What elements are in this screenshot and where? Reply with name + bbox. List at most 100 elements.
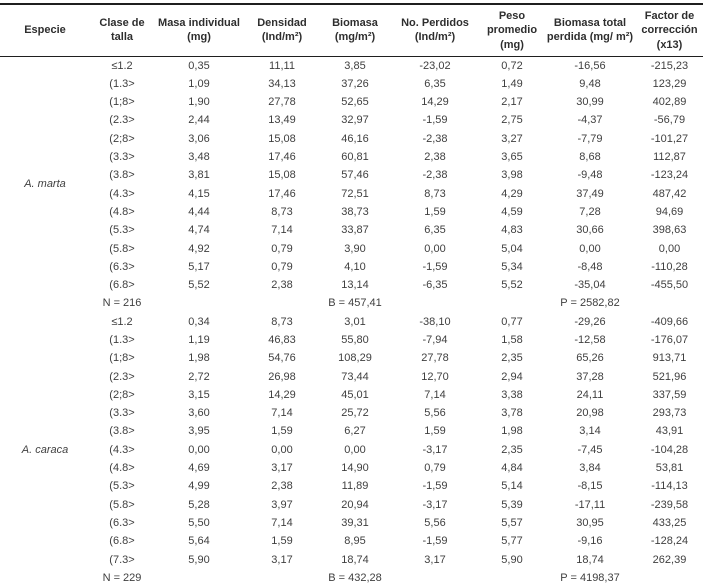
size-class-cell: (3.8> (109, 169, 135, 182)
value-cell: -29,26 (574, 315, 606, 328)
species-label: A. marta (24, 178, 66, 191)
value-cell: 1,49 (501, 77, 523, 90)
value-cell: 3,27 (501, 132, 523, 145)
value-cell: 7,14 (271, 224, 293, 237)
table-header: Especie Clase de talla Masa individual (… (0, 2, 703, 57)
value-cell: 7,28 (579, 205, 601, 218)
header-row: Especie Clase de talla Masa individual (… (0, 2, 703, 57)
value-cell: 3,95 (188, 425, 210, 438)
value-cell: 3,65 (501, 151, 523, 164)
value-cell: 5,90 (501, 553, 523, 566)
table-row: (4.3> 0,00 0,00 0,00 -3,17 2,35 -7,45 -104,28 (0, 441, 703, 459)
value-cell: -9,48 (577, 169, 603, 182)
value-cell: 37,28 (576, 370, 604, 383)
table-row: (6.3> 5,17 0,79 4,10 -1,59 5,34 -8,48 -110,28 (0, 258, 703, 276)
table-row: (3.8> 3,81 15,08 57,46 -2,38 3,98 -9,48 -123,24 (0, 167, 703, 185)
value-cell: 913,71 (652, 352, 687, 365)
value-cell: -114,13 (651, 480, 688, 493)
value-cell: 4,84 (501, 462, 523, 475)
size-class-cell: (2.3> (109, 114, 135, 127)
value-cell: 5,39 (501, 498, 523, 511)
value-cell: 7,14 (271, 407, 293, 420)
value-cell: 1,59 (424, 425, 446, 438)
table-row: (7.3> 5,90 3,17 18,74 3,17 5,90 18,74 262,39 (0, 551, 703, 569)
value-cell: 2,94 (501, 370, 523, 383)
value-cell: 5,77 (501, 535, 523, 548)
col-header-clase-de-talla: Clase de talla (90, 2, 154, 57)
summary-p: P = 4198,37 (544, 569, 636, 586)
value-cell: -1,59 (422, 114, 448, 127)
value-cell: 3,81 (188, 169, 210, 182)
value-cell: 33,87 (341, 224, 369, 237)
value-cell: -8,15 (577, 480, 603, 493)
value-cell: 293,73 (652, 407, 687, 420)
value-cell: 7,14 (424, 388, 446, 401)
value-cell: 14,29 (268, 388, 296, 401)
size-class-cell: (6.3> (109, 516, 135, 529)
value-cell: 12,70 (421, 370, 449, 383)
value-cell: 3,17 (271, 462, 293, 475)
value-cell: -1,59 (422, 480, 448, 493)
value-cell: 108,29 (338, 352, 372, 365)
summary-n: N = 229 (90, 569, 154, 586)
empty-cell (244, 295, 320, 313)
value-cell: 0,35 (188, 59, 210, 72)
size-class-cell: (4.8> (109, 205, 135, 218)
value-cell: 18,74 (341, 553, 369, 566)
size-class-cell: (3.3> (109, 407, 135, 420)
size-class-cell: (1;8> (109, 96, 135, 109)
value-cell: -9,16 (577, 535, 603, 548)
value-cell: -239,58 (650, 498, 689, 511)
size-class-cell: (4.3> (109, 443, 135, 456)
value-cell: -1,59 (422, 260, 448, 273)
value-cell: 3,38 (501, 388, 523, 401)
size-class-cell: (2.3> (109, 370, 135, 383)
value-cell: 3,14 (579, 425, 601, 438)
value-cell: 3,98 (501, 169, 523, 182)
value-cell: 521,96 (652, 370, 687, 383)
value-cell: -123,24 (650, 169, 689, 182)
value-cell: 4,59 (501, 205, 523, 218)
table-row: (3.3> 3,48 17,46 60,81 2,38 3,65 8,68 112,87 (0, 148, 703, 166)
table-row: (6.8> 5,52 2,38 13,14 -6,35 5,52 -35,04 -455,50 (0, 276, 703, 294)
value-cell: 20,94 (341, 498, 369, 511)
value-cell: -176,07 (650, 333, 689, 346)
value-cell: -17,11 (574, 498, 606, 511)
value-cell: 0,00 (188, 443, 210, 456)
value-cell: 0,00 (344, 443, 366, 456)
size-class-cell: (1.3> (109, 77, 135, 90)
value-cell: 55,80 (341, 333, 369, 346)
value-cell: -409,66 (650, 315, 689, 328)
size-class-cell: (6.3> (109, 260, 135, 273)
value-cell: 0,79 (271, 260, 293, 273)
value-cell: 39,31 (341, 516, 369, 529)
value-cell: -56,79 (653, 114, 686, 127)
value-cell: 6,35 (424, 77, 446, 90)
value-cell: 433,25 (652, 516, 687, 529)
table-row: (2;8> 3,06 15,08 46,16 -2,38 3,27 -7,79 -101,27 (0, 130, 703, 148)
value-cell: 26,98 (268, 370, 296, 383)
table-row: (4.8> 4,44 8,73 38,73 1,59 4,59 7,28 94,69 (0, 203, 703, 221)
species-label: A. caraca (21, 444, 69, 457)
value-cell: 15,08 (268, 169, 296, 182)
value-cell: 20,98 (576, 407, 604, 420)
value-cell: -101,27 (650, 132, 689, 145)
value-cell: -455,50 (650, 279, 689, 292)
value-cell: 5,52 (188, 279, 210, 292)
value-cell: 5,17 (188, 260, 210, 273)
value-cell: 7,14 (271, 516, 293, 529)
table-row: (5.3> 4,99 2,38 11,89 -1,59 5,14 -8,15 -114,13 (0, 478, 703, 496)
value-cell: 0,79 (271, 242, 293, 255)
value-cell: 8,95 (344, 535, 366, 548)
value-cell: 37,26 (341, 77, 369, 90)
value-cell: 57,46 (341, 169, 369, 182)
value-cell: 73,44 (341, 370, 369, 383)
value-cell: -16,56 (574, 59, 606, 72)
empty-cell (390, 295, 480, 313)
value-cell: 4,29 (501, 187, 523, 200)
value-cell: 4,15 (188, 187, 210, 200)
col-header-peso-promedio: Peso promedio (mg) (480, 2, 544, 57)
value-cell: 30,95 (576, 516, 604, 529)
value-cell: 398,63 (652, 224, 687, 237)
value-cell: 123,29 (652, 77, 687, 90)
